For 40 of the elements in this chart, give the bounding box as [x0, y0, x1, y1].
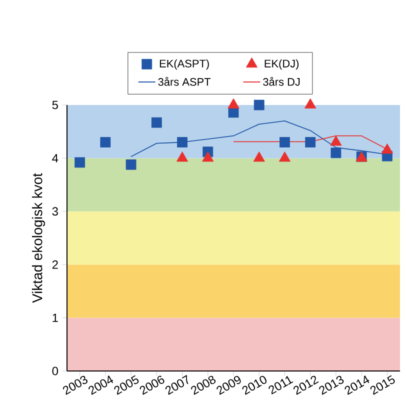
x-tick-label: 2015	[370, 375, 395, 395]
x-tick-label: 2005	[114, 375, 139, 395]
point	[305, 137, 316, 148]
y-tick-label: 5	[52, 100, 58, 110]
point	[253, 152, 265, 162]
x-tick-label: 2010	[242, 376, 267, 395]
legend-label: EK(ASPT)	[160, 59, 209, 70]
y-tick-label: 2	[52, 260, 58, 269]
x-tick-label: 2012	[294, 376, 319, 395]
point	[254, 100, 264, 110]
y-tick-label: 0	[52, 366, 58, 376]
point	[177, 137, 188, 148]
legend-label: 3års DJ	[263, 76, 300, 86]
x-tick-label: 2014	[344, 376, 370, 395]
x-tick-label: 2008	[191, 376, 216, 395]
point	[74, 157, 86, 168]
y-tick-label: 1	[52, 314, 58, 322]
y-tick-label: 3	[52, 207, 58, 216]
point	[228, 107, 239, 118]
point	[278, 152, 291, 162]
x-tick-label: 2004	[88, 376, 114, 395]
x-tick-label: 2013	[319, 376, 344, 395]
x-tick-label: 2006	[140, 376, 164, 395]
x-tick-label: 2007	[165, 375, 188, 395]
x-tick-label: 2003	[62, 376, 88, 395]
point	[151, 117, 162, 128]
point	[126, 159, 136, 170]
point	[381, 144, 394, 154]
y-tick-label: 4	[52, 154, 58, 162]
point	[330, 136, 342, 146]
x-tick-label: 2009	[216, 376, 241, 395]
point	[202, 152, 214, 162]
point	[100, 137, 111, 148]
point	[280, 137, 290, 148]
x-tick-label: 2011	[268, 376, 294, 394]
point	[330, 148, 342, 158]
y-axis-title: Viktad ekologisk kvot	[32, 173, 45, 303]
legend-label: 3års ASPT	[158, 76, 211, 86]
point	[176, 152, 188, 162]
legend-label: EK(DJ)	[264, 59, 299, 70]
